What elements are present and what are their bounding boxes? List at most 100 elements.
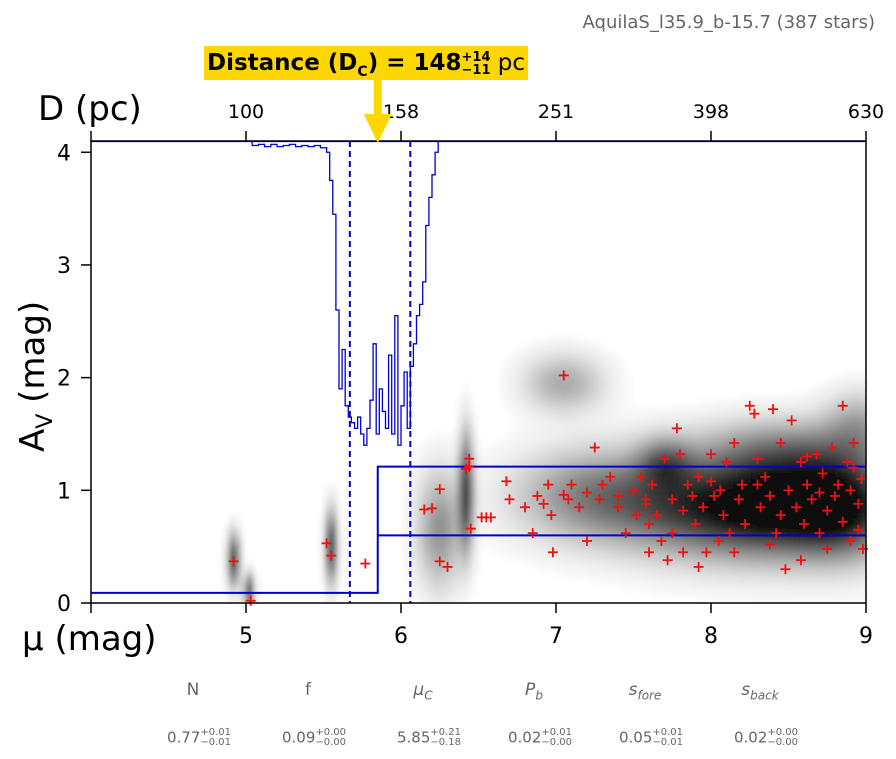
- density-cell: [565, 519, 572, 526]
- density-cell: [835, 375, 842, 382]
- density-cell: [325, 555, 332, 562]
- density-cell: [715, 501, 722, 508]
- density-cell: [457, 429, 464, 436]
- density-cell: [775, 597, 782, 603]
- density-cell: [751, 423, 758, 430]
- density-cell: [541, 387, 548, 394]
- density-cell: [775, 393, 782, 400]
- density-cell: [691, 435, 698, 442]
- density-cell: [523, 447, 530, 454]
- density-cell: [619, 531, 626, 538]
- density-cell: [667, 585, 674, 592]
- density-cell: [451, 477, 458, 484]
- star-marker: [434, 556, 445, 567]
- density-cell: [847, 525, 854, 532]
- density-cell: [643, 567, 650, 574]
- density-cell: [805, 549, 812, 556]
- density-cell: [679, 477, 686, 484]
- density-cell: [445, 585, 452, 592]
- density-cell: [655, 441, 662, 448]
- density-cell: [529, 543, 536, 550]
- density-cell: [481, 513, 488, 520]
- density-cell: [445, 459, 452, 466]
- density-cell: [631, 405, 638, 412]
- density-cell: [331, 573, 338, 580]
- density-cell: [835, 465, 842, 472]
- density-cell: [589, 501, 596, 508]
- density-cell: [517, 411, 524, 418]
- density-cell: [469, 519, 476, 526]
- density-cell: [751, 465, 758, 472]
- density-cell: [817, 441, 824, 448]
- density-cell: [685, 465, 692, 472]
- density-cell: [547, 429, 554, 436]
- density-cell: [415, 585, 422, 592]
- density-cell: [775, 501, 782, 508]
- density-cell: [565, 333, 572, 340]
- density-cell: [841, 561, 848, 568]
- density-cell: [715, 531, 722, 538]
- density-cell: [733, 507, 740, 514]
- density-cell: [409, 591, 416, 598]
- star-marker: [848, 462, 859, 473]
- top-tick-label: 251: [538, 101, 574, 123]
- density-cell: [511, 453, 518, 460]
- density-cell: [529, 477, 536, 484]
- density-cell: [727, 597, 734, 603]
- density-cell: [595, 513, 602, 520]
- density-cell: [763, 531, 770, 538]
- density-cell: [331, 585, 338, 592]
- density-cell: [781, 579, 788, 586]
- star-marker: [830, 490, 840, 501]
- density-cell: [781, 549, 788, 556]
- density-cell: [763, 477, 770, 484]
- density-cell: [655, 405, 662, 412]
- density-cell: [583, 411, 590, 418]
- density-cell: [493, 447, 500, 454]
- density-cell: [571, 465, 578, 472]
- density-cell: [607, 579, 614, 586]
- density-cell: [685, 579, 692, 586]
- density-cell: [745, 585, 752, 592]
- density-cell: [853, 405, 860, 412]
- density-cell: [553, 537, 560, 544]
- density-cell: [487, 525, 494, 532]
- density-cell: [487, 459, 494, 466]
- density-cell: [655, 543, 662, 550]
- density-cell: [703, 465, 710, 472]
- density-cell: [751, 513, 758, 520]
- density-cell: [505, 387, 512, 394]
- density-cell: [565, 417, 572, 424]
- density-cell: [613, 465, 620, 472]
- density-cell: [769, 447, 776, 454]
- density-cell: [667, 453, 674, 460]
- param-error-minus: −0.18: [430, 737, 462, 748]
- density-cell: [547, 375, 554, 382]
- density-cell: [595, 363, 602, 370]
- density-cell: [757, 423, 764, 430]
- density-cell: [655, 585, 662, 592]
- density-cell: [223, 531, 230, 538]
- density-cell: [565, 429, 572, 436]
- density-cell: [565, 549, 572, 556]
- density-cell: [607, 429, 614, 436]
- density-cell: [499, 537, 506, 544]
- density-cell: [751, 393, 758, 400]
- density-cell: [607, 507, 614, 514]
- density-cell: [577, 555, 584, 562]
- density-cell: [709, 561, 716, 568]
- density-cell: [241, 555, 248, 562]
- density-cell: [565, 441, 572, 448]
- density-cell: [505, 543, 512, 550]
- density-cell: [859, 405, 866, 412]
- density-cell: [253, 573, 260, 580]
- density-cell: [409, 471, 416, 478]
- density-cell: [463, 447, 470, 454]
- density-cell: [541, 447, 548, 454]
- density-cell: [337, 531, 344, 538]
- density-cell: [475, 435, 482, 442]
- density-cell: [847, 549, 854, 556]
- density-cell: [235, 543, 242, 550]
- density-cell: [841, 483, 848, 490]
- density-cell: [433, 501, 440, 508]
